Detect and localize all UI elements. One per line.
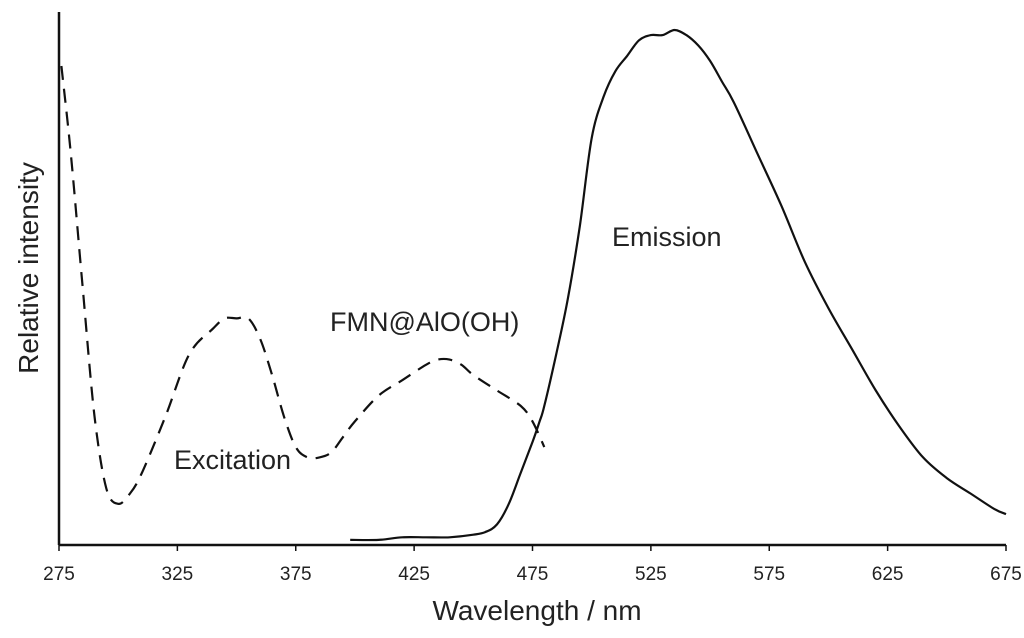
x-tick-label: 625 [872,564,904,585]
x-tick-label: 375 [280,564,312,585]
x-tick-label: 525 [635,564,667,585]
annotation-fmn-alooh: FMN@AlO(OH) [330,307,519,337]
series-line-excitation [60,65,546,505]
series-group [60,28,1007,542]
x-axis-title: Wavelength / nm [432,595,641,626]
x-ticks: 275 325 375 425 475 525 575 625 675 [43,545,1022,585]
x-tick-label: 275 [43,564,75,585]
annotation-excitation: Excitation [174,445,291,475]
x-tick-label: 475 [517,564,549,585]
x-tick-label: 675 [990,564,1022,585]
x-tick-label: 425 [398,564,430,585]
annotation-emission: Emission [612,222,722,252]
x-tick-label: 575 [753,564,785,585]
x-tick-label: 325 [162,564,194,585]
y-axis-title: Relative intensity [13,162,44,374]
series-line-emission [350,28,1007,542]
